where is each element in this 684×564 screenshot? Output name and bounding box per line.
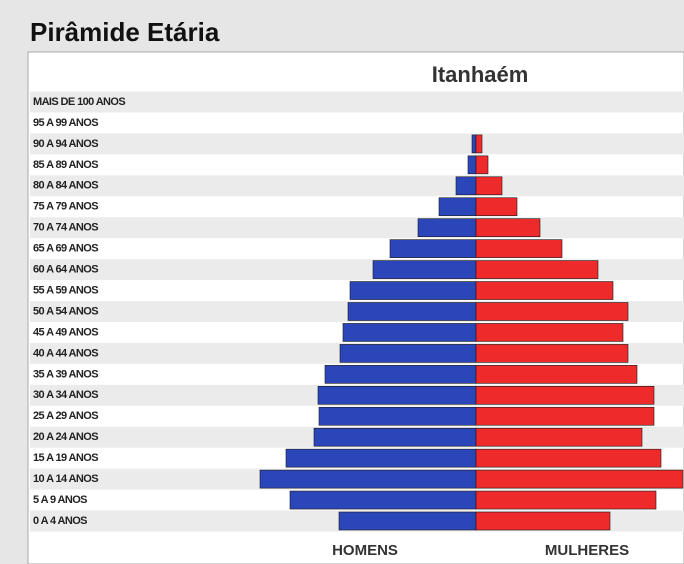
bar <box>475 323 624 342</box>
row-stripe <box>30 217 684 239</box>
category-label: 15 A 19 ANOS <box>33 452 98 464</box>
category-label: 35 A 39 ANOS <box>33 368 98 380</box>
category-label: 30 A 34 ANOS <box>33 389 98 401</box>
bar <box>372 260 477 279</box>
bar <box>389 239 477 258</box>
bar <box>475 218 541 237</box>
row-stripe <box>30 133 684 155</box>
bar <box>475 448 662 468</box>
category-label: 60 A 64 ANOS <box>33 264 98 276</box>
legend-label: HOMENS <box>332 542 398 559</box>
bar <box>417 218 477 237</box>
bar <box>475 344 629 363</box>
row-stripe <box>30 91 684 113</box>
bar <box>475 197 518 217</box>
category-label: 5 A 9 ANOS <box>33 494 87 506</box>
row-stripe <box>30 175 684 197</box>
bar <box>324 365 477 384</box>
category-label: 75 A 79 ANOS <box>33 201 98 213</box>
category-label: 0 A 4 ANOS <box>33 515 87 527</box>
bar <box>475 281 614 300</box>
bar <box>475 365 638 384</box>
category-label: 40 A 44 ANOS <box>33 347 98 359</box>
category-label: 10 A 14 ANOS <box>33 473 98 485</box>
category-label: 65 A 69 ANOS <box>33 243 98 255</box>
bar <box>475 427 643 447</box>
category-label: 50 A 54 ANOS <box>33 305 98 317</box>
bar <box>475 155 489 175</box>
category-label: 95 A 99 ANOS <box>33 117 98 129</box>
bar <box>339 344 477 363</box>
bar <box>313 427 477 447</box>
bar <box>342 323 477 342</box>
bar <box>259 469 477 489</box>
category-label: MAIS DE 100 ANOS <box>33 96 125 108</box>
bar <box>455 176 477 196</box>
bar <box>349 281 477 300</box>
bar <box>475 385 655 405</box>
bar <box>475 406 655 426</box>
category-label: 20 A 24 ANOS <box>33 431 98 443</box>
category-label: 55 A 59 ANOS <box>33 284 98 296</box>
bar <box>475 260 599 279</box>
bar <box>338 511 477 531</box>
bar <box>475 302 629 321</box>
legend-label: MULHERES <box>545 542 629 559</box>
bar <box>475 469 684 489</box>
category-label: 25 A 29 ANOS <box>33 410 98 422</box>
bar <box>285 448 477 468</box>
category-label: 90 A 94 ANOS <box>33 138 98 150</box>
bar <box>467 155 477 175</box>
category-label: 80 A 84 ANOS <box>33 180 98 192</box>
bar <box>318 406 477 426</box>
bar <box>475 134 483 154</box>
category-label: 70 A 74 ANOS <box>33 222 98 234</box>
bar <box>475 239 563 258</box>
bar <box>471 134 477 154</box>
bar <box>317 385 477 405</box>
category-label: 85 A 89 ANOS <box>33 159 98 171</box>
bar <box>438 197 477 217</box>
chart-subtitle: Itanhaém <box>432 62 529 87</box>
bar <box>475 490 657 510</box>
category-label: 45 A 49 ANOS <box>33 326 98 338</box>
bar <box>289 490 477 510</box>
bar <box>475 176 503 196</box>
bar <box>347 302 477 321</box>
bar <box>475 511 611 531</box>
chart-title: Pirâmide Etária <box>30 17 220 47</box>
